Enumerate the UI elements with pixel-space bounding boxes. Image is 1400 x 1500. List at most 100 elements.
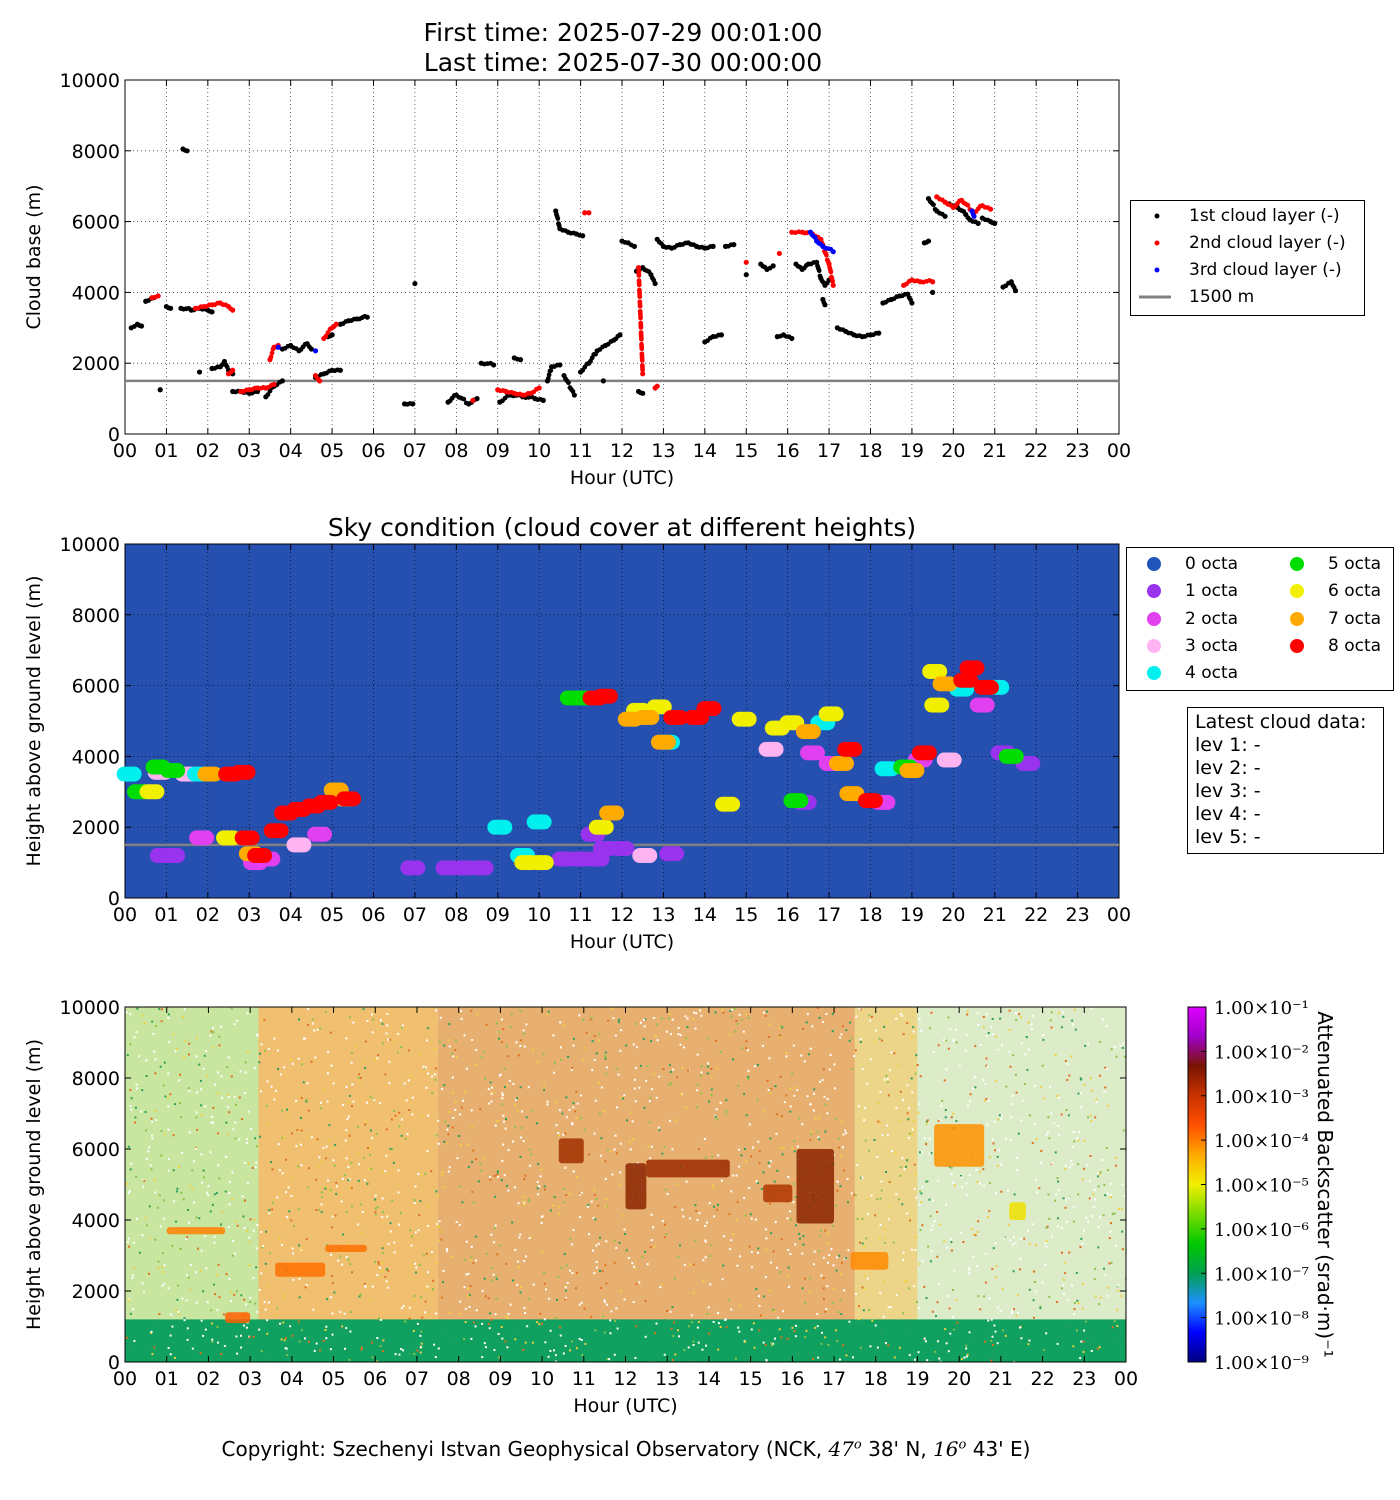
speckle — [730, 1015, 733, 1018]
speckle — [994, 1242, 997, 1245]
speckle — [688, 1217, 691, 1220]
octa-marker-8 — [983, 679, 999, 695]
speckle — [400, 1348, 403, 1351]
speckle — [245, 1142, 248, 1145]
speckle — [1027, 1021, 1030, 1024]
octa-marker-4 — [126, 766, 142, 782]
speckle — [564, 1289, 567, 1292]
speckle — [448, 1023, 451, 1026]
speckle — [268, 1209, 271, 1212]
x-tick-label: 12 — [610, 440, 634, 462]
speckle — [465, 1273, 468, 1276]
speckle — [952, 1112, 955, 1115]
speckle — [921, 1186, 924, 1189]
speckle — [967, 1267, 970, 1270]
speckle — [609, 1332, 612, 1335]
speckle — [493, 1349, 496, 1352]
speckle — [826, 1112, 829, 1115]
speckle — [188, 1131, 191, 1134]
speckle — [169, 1093, 172, 1096]
speckle — [605, 1072, 608, 1075]
speckle — [291, 1334, 294, 1337]
speckle — [844, 1257, 847, 1260]
speckle — [1011, 1094, 1014, 1097]
speckle — [604, 1160, 607, 1163]
speckle — [1026, 1068, 1029, 1071]
lat-deg-sign: o — [853, 1437, 862, 1453]
speckle — [319, 1107, 322, 1110]
speckle — [809, 1103, 812, 1106]
speckle — [780, 1336, 783, 1339]
legend-label: 2nd cloud layer (-) — [1189, 233, 1346, 253]
speckle — [895, 1294, 898, 1297]
speckle — [781, 1310, 784, 1313]
speckle — [489, 1178, 492, 1181]
speckle — [763, 1295, 766, 1298]
speckle — [848, 1021, 851, 1024]
speckle — [995, 1035, 998, 1038]
speckle — [1067, 1114, 1070, 1117]
speckle — [780, 1025, 783, 1028]
speckle — [543, 1282, 546, 1285]
speckle — [185, 1274, 188, 1277]
speckle — [276, 1307, 279, 1310]
speckle — [1077, 1302, 1080, 1305]
speckle — [514, 1248, 517, 1251]
speckle — [748, 1186, 751, 1189]
speckle — [154, 1025, 157, 1028]
colorbar-tick-label: 1.00×10⁻⁸ — [1214, 1309, 1309, 1330]
cloud-point-1 — [410, 401, 416, 407]
speckle — [381, 1216, 384, 1219]
cloud-point-1 — [876, 330, 882, 336]
speckle — [276, 1196, 279, 1199]
speckle — [804, 1222, 807, 1225]
speckle — [700, 1092, 703, 1095]
speckle — [228, 1203, 231, 1206]
lev4-text: lev 4: - — [1195, 803, 1261, 825]
speckle — [903, 1280, 906, 1283]
speckle — [362, 1060, 365, 1063]
speckle — [177, 1313, 180, 1316]
speckle — [1080, 1237, 1083, 1240]
speckle — [1096, 1347, 1099, 1350]
cloud-feature — [763, 1184, 793, 1203]
speckle — [912, 1119, 915, 1122]
speckle — [1033, 1280, 1036, 1283]
speckle — [409, 1229, 412, 1232]
speckle — [524, 1174, 527, 1177]
speckle — [624, 1233, 627, 1236]
speckle — [683, 1348, 686, 1351]
speckle — [240, 1294, 243, 1297]
speckle — [484, 1346, 487, 1349]
speckle — [329, 1189, 332, 1192]
speckle — [523, 1203, 526, 1206]
speckle — [834, 1117, 837, 1120]
speckle — [522, 1029, 525, 1032]
speckle — [167, 1346, 170, 1349]
speckle — [992, 1142, 995, 1145]
speckle — [876, 1155, 879, 1158]
speckle — [435, 1190, 438, 1193]
speckle — [332, 1082, 335, 1085]
speckle — [709, 1283, 712, 1286]
speckle — [818, 1117, 821, 1120]
speckle — [569, 1237, 572, 1240]
speckle — [498, 1244, 501, 1247]
x-tick-label: 04 — [279, 904, 303, 926]
speckle — [823, 1095, 826, 1098]
speckle — [590, 1017, 593, 1020]
speckle — [536, 1187, 539, 1190]
speckle — [589, 1018, 592, 1021]
speckle — [1083, 1167, 1086, 1170]
speckle — [930, 1228, 933, 1231]
speckle — [869, 1019, 872, 1022]
speckle — [1077, 1139, 1080, 1142]
speckle — [1104, 1194, 1107, 1197]
speckle — [325, 1145, 328, 1148]
speckle — [958, 1064, 961, 1067]
speckle — [565, 1264, 568, 1267]
speckle — [328, 1124, 331, 1127]
speckle — [461, 1201, 464, 1204]
speckle — [288, 1210, 291, 1213]
speckle — [436, 1261, 439, 1264]
